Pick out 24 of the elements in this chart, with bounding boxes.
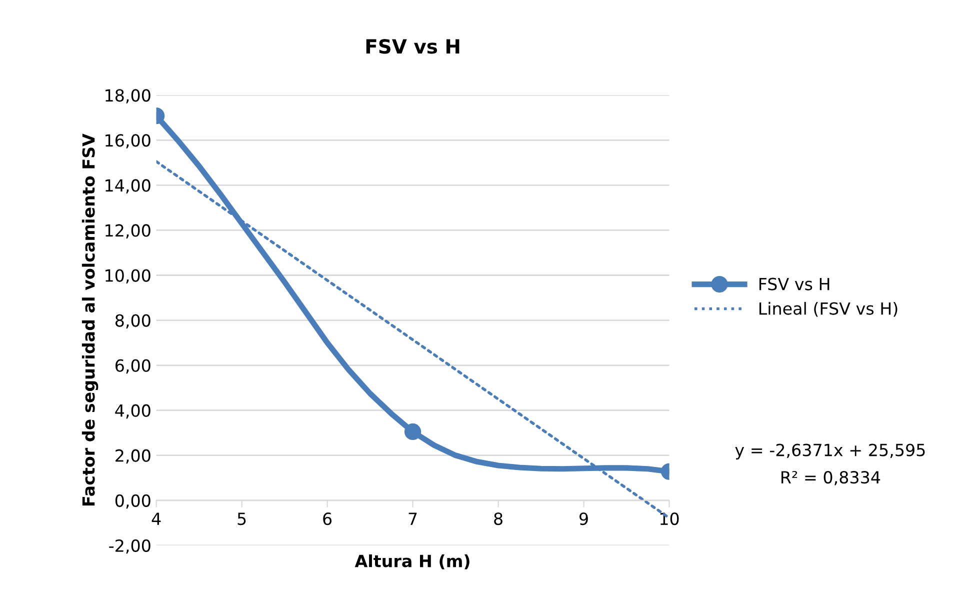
y-tick-label: 8,00 [115,314,150,329]
x-tick-label: 8 [494,512,502,526]
x-axis-title: Altura H (m) [354,554,470,570]
x-tick-label: 5 [238,512,246,526]
y-tick-label: 2,00 [116,449,150,464]
y-tick-label: 14,00 [106,179,150,194]
text: R² = 0,8334 [782,470,880,486]
y-tick-label: 12,00 [106,224,150,238]
legend-label: FSV vs H [759,278,830,290]
x-tick-label: 6 [323,512,332,526]
x-tick-label: 4 [152,512,161,525]
y-tick-label: -2,00 [109,539,150,554]
y-tick-label: 0,00 [115,494,150,509]
y-tick-label: 4,00 [115,404,150,419]
x-tick-label: 9 [580,512,588,526]
y-tick-label: 18,00 [106,89,150,104]
y-tick-label: 16,00 [106,134,150,148]
y-tick-label: 6,00 [116,359,150,374]
text: y = -2,6371x + 25,595 [735,444,925,460]
y-axis-title: Factor de seguridad al volcamiento FSV [82,134,98,506]
chart-title: FSV vs H [366,39,460,54]
x-tick-label: 7 [408,512,417,525]
y-tick-label: 10,00 [106,269,150,284]
legend-label: Lineal (FSV vs H) [759,302,898,317]
